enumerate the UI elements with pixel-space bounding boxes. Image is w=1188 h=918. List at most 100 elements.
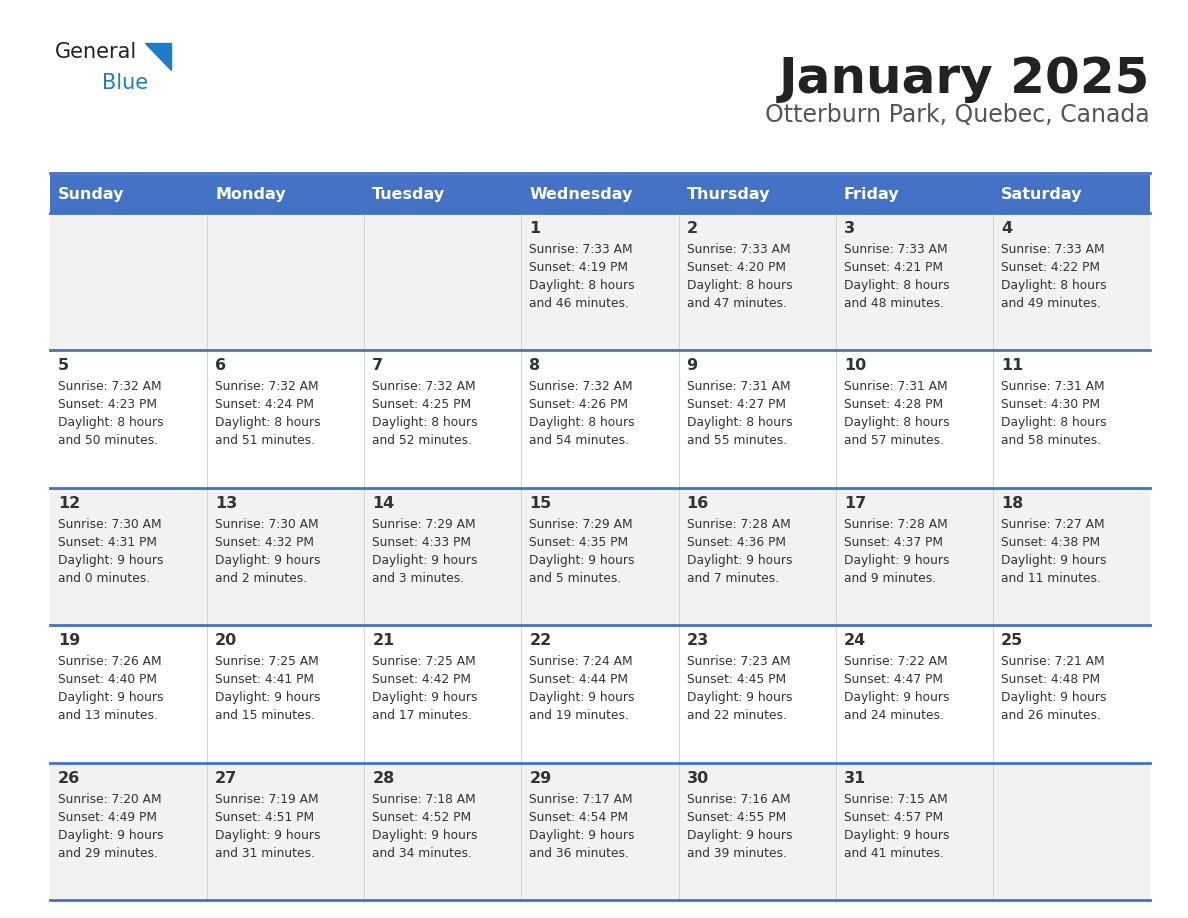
Text: Sunrise: 7:20 AM: Sunrise: 7:20 AM [58, 792, 162, 806]
Text: Daylight: 8 hours: Daylight: 8 hours [687, 279, 792, 292]
Text: 27: 27 [215, 770, 238, 786]
Text: 3: 3 [843, 221, 855, 236]
Text: Sunrise: 7:23 AM: Sunrise: 7:23 AM [687, 655, 790, 668]
Text: and 52 minutes.: and 52 minutes. [372, 434, 473, 447]
Text: Sunrise: 7:27 AM: Sunrise: 7:27 AM [1000, 518, 1105, 531]
Text: and 31 minutes.: and 31 minutes. [215, 846, 315, 859]
Text: Sunset: 4:48 PM: Sunset: 4:48 PM [1000, 673, 1100, 686]
Text: 23: 23 [687, 633, 709, 648]
Text: and 0 minutes.: and 0 minutes. [58, 572, 150, 585]
Text: Daylight: 9 hours: Daylight: 9 hours [687, 829, 792, 842]
Text: Sunset: 4:35 PM: Sunset: 4:35 PM [530, 536, 628, 549]
Text: Daylight: 8 hours: Daylight: 8 hours [1000, 417, 1106, 430]
Text: Daylight: 9 hours: Daylight: 9 hours [687, 554, 792, 566]
Text: January 2025: January 2025 [778, 55, 1150, 103]
Text: and 22 minutes.: and 22 minutes. [687, 710, 786, 722]
Text: Sunrise: 7:28 AM: Sunrise: 7:28 AM [843, 518, 948, 531]
Bar [50, 175, 1150, 213]
Text: Otterburn Park, Quebec, Canada: Otterburn Park, Quebec, Canada [765, 103, 1150, 127]
Text: Sunset: 4:38 PM: Sunset: 4:38 PM [1000, 536, 1100, 549]
Text: 22: 22 [530, 633, 551, 648]
Bar [50, 213, 1150, 351]
Text: and 46 minutes.: and 46 minutes. [530, 297, 630, 310]
Text: and 3 minutes.: and 3 minutes. [372, 572, 465, 585]
Text: Daylight: 9 hours: Daylight: 9 hours [215, 554, 321, 566]
Text: Sunset: 4:30 PM: Sunset: 4:30 PM [1000, 398, 1100, 411]
Text: Daylight: 9 hours: Daylight: 9 hours [687, 691, 792, 704]
Bar [50, 763, 1150, 900]
Text: Sunrise: 7:33 AM: Sunrise: 7:33 AM [1000, 243, 1105, 256]
Text: Daylight: 8 hours: Daylight: 8 hours [843, 279, 949, 292]
Text: 14: 14 [372, 496, 394, 510]
Text: Daylight: 9 hours: Daylight: 9 hours [843, 691, 949, 704]
Text: Sunset: 4:32 PM: Sunset: 4:32 PM [215, 536, 314, 549]
Text: Thursday: Thursday [687, 186, 770, 201]
Text: Sunset: 4:37 PM: Sunset: 4:37 PM [843, 536, 943, 549]
Text: Daylight: 9 hours: Daylight: 9 hours [843, 829, 949, 842]
Text: Daylight: 9 hours: Daylight: 9 hours [58, 554, 164, 566]
Text: General: General [55, 42, 138, 62]
Text: and 54 minutes.: and 54 minutes. [530, 434, 630, 447]
Text: 9: 9 [687, 358, 697, 374]
Text: 12: 12 [58, 496, 81, 510]
Text: Sunset: 4:41 PM: Sunset: 4:41 PM [215, 673, 314, 686]
Text: Daylight: 9 hours: Daylight: 9 hours [530, 829, 634, 842]
Text: and 24 minutes.: and 24 minutes. [843, 710, 943, 722]
Text: Sunrise: 7:25 AM: Sunrise: 7:25 AM [372, 655, 476, 668]
Text: Sunset: 4:19 PM: Sunset: 4:19 PM [530, 261, 628, 274]
Text: Daylight: 8 hours: Daylight: 8 hours [530, 417, 636, 430]
Bar [50, 351, 1150, 487]
Text: Sunset: 4:31 PM: Sunset: 4:31 PM [58, 536, 157, 549]
Text: 18: 18 [1000, 496, 1023, 510]
Text: 15: 15 [530, 496, 551, 510]
Text: and 19 minutes.: and 19 minutes. [530, 710, 630, 722]
Text: Daylight: 8 hours: Daylight: 8 hours [215, 417, 321, 430]
Text: and 2 minutes.: and 2 minutes. [215, 572, 308, 585]
Text: Sunrise: 7:19 AM: Sunrise: 7:19 AM [215, 792, 318, 806]
Text: Sunset: 4:23 PM: Sunset: 4:23 PM [58, 398, 157, 411]
Text: Sunrise: 7:24 AM: Sunrise: 7:24 AM [530, 655, 633, 668]
Bar [50, 487, 1150, 625]
Text: Wednesday: Wednesday [530, 186, 633, 201]
Text: Daylight: 8 hours: Daylight: 8 hours [687, 417, 792, 430]
Text: Sunset: 4:54 PM: Sunset: 4:54 PM [530, 811, 628, 823]
Text: Sunrise: 7:30 AM: Sunrise: 7:30 AM [215, 518, 318, 531]
Text: Sunset: 4:36 PM: Sunset: 4:36 PM [687, 536, 785, 549]
Text: Daylight: 9 hours: Daylight: 9 hours [530, 691, 634, 704]
Text: Sunrise: 7:32 AM: Sunrise: 7:32 AM [530, 380, 633, 394]
Text: 24: 24 [843, 633, 866, 648]
Text: 17: 17 [843, 496, 866, 510]
Text: Sunrise: 7:32 AM: Sunrise: 7:32 AM [58, 380, 162, 394]
Text: and 39 minutes.: and 39 minutes. [687, 846, 786, 859]
Text: and 36 minutes.: and 36 minutes. [530, 846, 630, 859]
Text: Sunrise: 7:28 AM: Sunrise: 7:28 AM [687, 518, 790, 531]
Text: Daylight: 9 hours: Daylight: 9 hours [530, 554, 634, 566]
Text: 1: 1 [530, 221, 541, 236]
Text: Sunrise: 7:25 AM: Sunrise: 7:25 AM [215, 655, 318, 668]
Text: and 47 minutes.: and 47 minutes. [687, 297, 786, 310]
Text: 8: 8 [530, 358, 541, 374]
Text: Daylight: 9 hours: Daylight: 9 hours [372, 691, 478, 704]
Text: 25: 25 [1000, 633, 1023, 648]
Text: Daylight: 9 hours: Daylight: 9 hours [1000, 691, 1106, 704]
Text: Sunrise: 7:17 AM: Sunrise: 7:17 AM [530, 792, 633, 806]
Text: Sunrise: 7:32 AM: Sunrise: 7:32 AM [215, 380, 318, 394]
Text: 2: 2 [687, 221, 697, 236]
Text: Daylight: 9 hours: Daylight: 9 hours [58, 691, 164, 704]
Text: Sunset: 4:52 PM: Sunset: 4:52 PM [372, 811, 472, 823]
Text: and 50 minutes.: and 50 minutes. [58, 434, 158, 447]
Text: Sunset: 4:26 PM: Sunset: 4:26 PM [530, 398, 628, 411]
Text: Sunrise: 7:16 AM: Sunrise: 7:16 AM [687, 792, 790, 806]
Text: Sunset: 4:44 PM: Sunset: 4:44 PM [530, 673, 628, 686]
Text: Sunrise: 7:15 AM: Sunrise: 7:15 AM [843, 792, 948, 806]
Text: 13: 13 [215, 496, 238, 510]
Text: and 7 minutes.: and 7 minutes. [687, 572, 778, 585]
Text: and 17 minutes.: and 17 minutes. [372, 710, 472, 722]
Text: Sunset: 4:25 PM: Sunset: 4:25 PM [372, 398, 472, 411]
Text: 20: 20 [215, 633, 238, 648]
Text: Sunrise: 7:31 AM: Sunrise: 7:31 AM [687, 380, 790, 394]
Text: Sunrise: 7:32 AM: Sunrise: 7:32 AM [372, 380, 476, 394]
Text: Sunset: 4:57 PM: Sunset: 4:57 PM [843, 811, 943, 823]
Text: and 9 minutes.: and 9 minutes. [843, 572, 936, 585]
Text: and 58 minutes.: and 58 minutes. [1000, 434, 1101, 447]
